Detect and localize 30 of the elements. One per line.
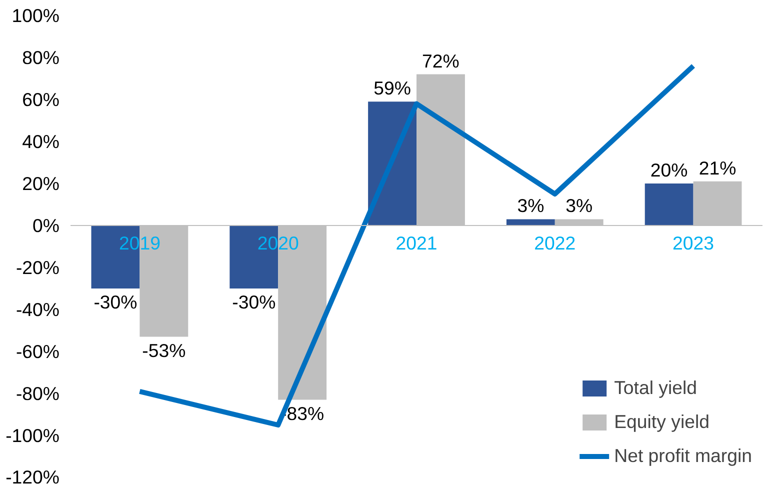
- y-tick-label: -80%: [16, 383, 60, 404]
- bar: [644, 184, 694, 226]
- legend-label: Total yield: [614, 377, 698, 399]
- text: -30%: [94, 292, 138, 312]
- y-tick-label: 20%: [22, 173, 60, 194]
- text: -30%: [232, 292, 276, 312]
- legend-label: Equity yield: [614, 411, 710, 433]
- y-tick-label: -40%: [16, 299, 60, 320]
- text: -83%: [280, 402, 324, 424]
- x-tick-label: 2022: [534, 232, 576, 254]
- text: 20%: [650, 160, 688, 180]
- y-tick-label: -100%: [6, 425, 60, 446]
- x-tick-label: 2021: [396, 232, 438, 254]
- legend-label: Net profit margin: [614, 445, 752, 467]
- y-tick-label: 80%: [22, 47, 60, 68]
- y-tick-label: 60%: [22, 89, 60, 110]
- text: 59%: [374, 78, 411, 99]
- x-tick-label: 2023: [672, 232, 714, 254]
- y-tick-label: -20%: [16, 257, 60, 278]
- text: 3%: [517, 195, 544, 216]
- y-tick-label: 0%: [32, 215, 60, 236]
- y-tick-label: -60%: [16, 341, 60, 362]
- y-tick-label: 40%: [22, 131, 60, 152]
- text: 72%: [422, 50, 460, 72]
- text: 21%: [698, 157, 736, 178]
- bar: [506, 219, 555, 226]
- text: -53%: [142, 340, 186, 361]
- y-tick-label: 100%: [12, 5, 60, 26]
- text: 3%: [566, 195, 593, 216]
- y-tick-label: -120%: [6, 466, 60, 487]
